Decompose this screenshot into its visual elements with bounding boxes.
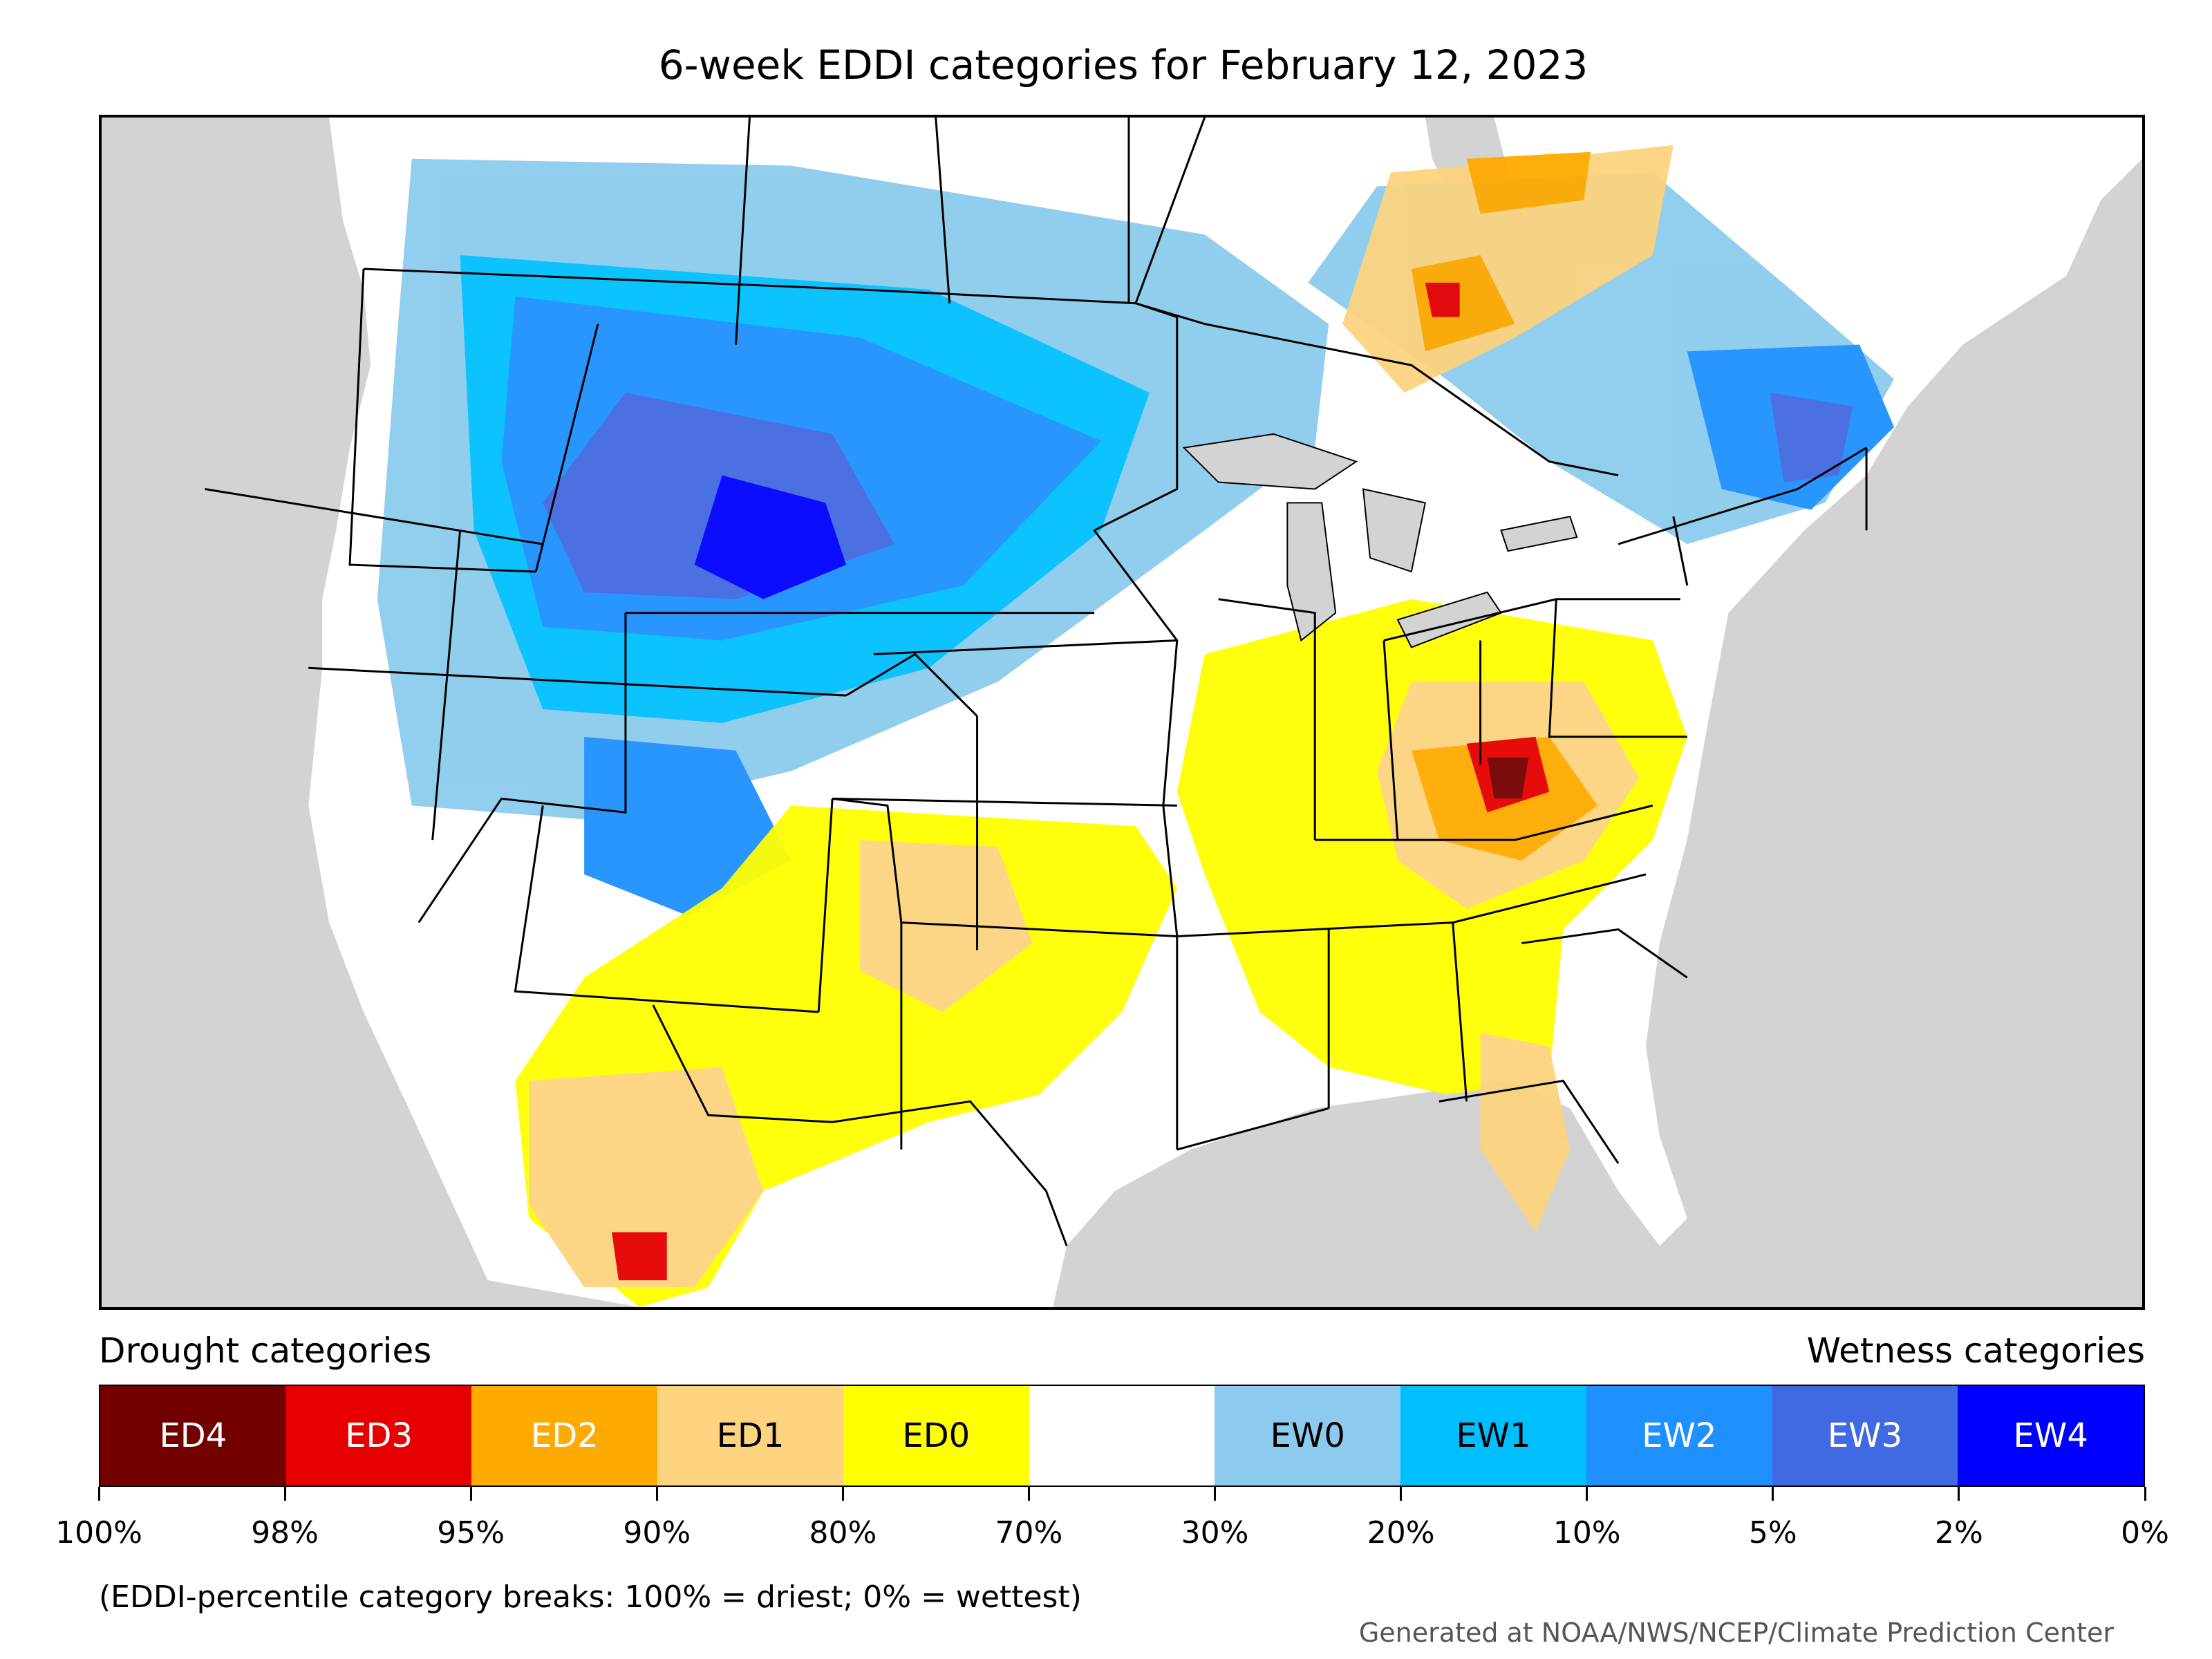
category-ed1: ED1 — [657, 1386, 843, 1485]
colorbar-tick-label: 20% — [1367, 1515, 1435, 1550]
drought-categories-label: Drought categories — [99, 1331, 432, 1371]
category-ew0: EW0 — [1215, 1386, 1401, 1485]
credit-text: Generated at NOAA/NWS/NCEP/Climate Predi… — [1358, 1618, 2114, 1648]
drought-regions — [515, 144, 1687, 1307]
colorbar-tick — [1586, 1487, 1588, 1501]
category-breaks-note: (EDDI-percentile category breaks: 100% =… — [99, 1580, 1082, 1615]
colorbar-tick — [841, 1487, 844, 1501]
colorbar-tick — [283, 1487, 286, 1501]
colorbar-tick-label: 80% — [809, 1515, 877, 1550]
colorbar-tick-label: 100% — [55, 1515, 142, 1550]
colorbar-tick — [1958, 1487, 1960, 1501]
atlantic-ocean — [1645, 158, 2142, 1307]
map-svg — [102, 118, 2142, 1307]
category-ed3: ED3 — [285, 1386, 472, 1485]
pacific-ocean — [102, 118, 516, 1307]
colorbar-tick — [469, 1487, 472, 1501]
colorbar-tick — [1400, 1487, 1403, 1501]
colorbar-tick — [97, 1487, 100, 1501]
eddi-map — [99, 115, 2145, 1310]
political-borders — [205, 118, 1868, 1246]
colorbar-tick — [655, 1487, 658, 1501]
colorbar-tick — [1027, 1487, 1030, 1501]
colorbar-tick-label: 98% — [251, 1515, 319, 1550]
colorbar-tick-label: 90% — [623, 1515, 691, 1550]
colorbar-tick — [1772, 1487, 1774, 1501]
colorbar-tick-label: 5% — [1748, 1515, 1797, 1550]
colorbar-tick-label: 95% — [437, 1515, 505, 1550]
category-ew3: EW3 — [1772, 1386, 1958, 1485]
wetness-categories-label: Wetness categories — [1806, 1331, 2145, 1371]
category-ew1: EW1 — [1400, 1386, 1586, 1485]
colorbar-tick-label: 30% — [1181, 1515, 1249, 1550]
colorbar-ticks — [97, 1487, 2146, 1501]
category-ew2: EW2 — [1586, 1386, 1772, 1485]
category-ed0: ED0 — [843, 1386, 1029, 1485]
category-ew4: EW4 — [1958, 1386, 2144, 1485]
colorbar-tick-label: 2% — [1935, 1515, 1983, 1550]
colorbar-tick — [1214, 1487, 1217, 1501]
colorbar-tick-label: 10% — [1553, 1515, 1621, 1550]
category-neutral — [1029, 1386, 1215, 1485]
colorbar-tick-label: 70% — [995, 1515, 1063, 1550]
colorbar-tick — [2144, 1487, 2146, 1501]
map-title: 6-week EDDI categories for February 12, … — [658, 41, 1588, 88]
category-ed2: ED2 — [471, 1386, 658, 1485]
great-lakes — [1182, 433, 1578, 648]
wetness-regions — [377, 158, 1894, 916]
colorbar-tick-label: 0% — [2121, 1515, 2169, 1550]
category-colorbar: ED4 ED3 ED2 ED1 ED0 EW0 EW1 EW2 EW3 EW4 — [99, 1385, 2145, 1487]
category-ed4: ED4 — [100, 1386, 286, 1485]
